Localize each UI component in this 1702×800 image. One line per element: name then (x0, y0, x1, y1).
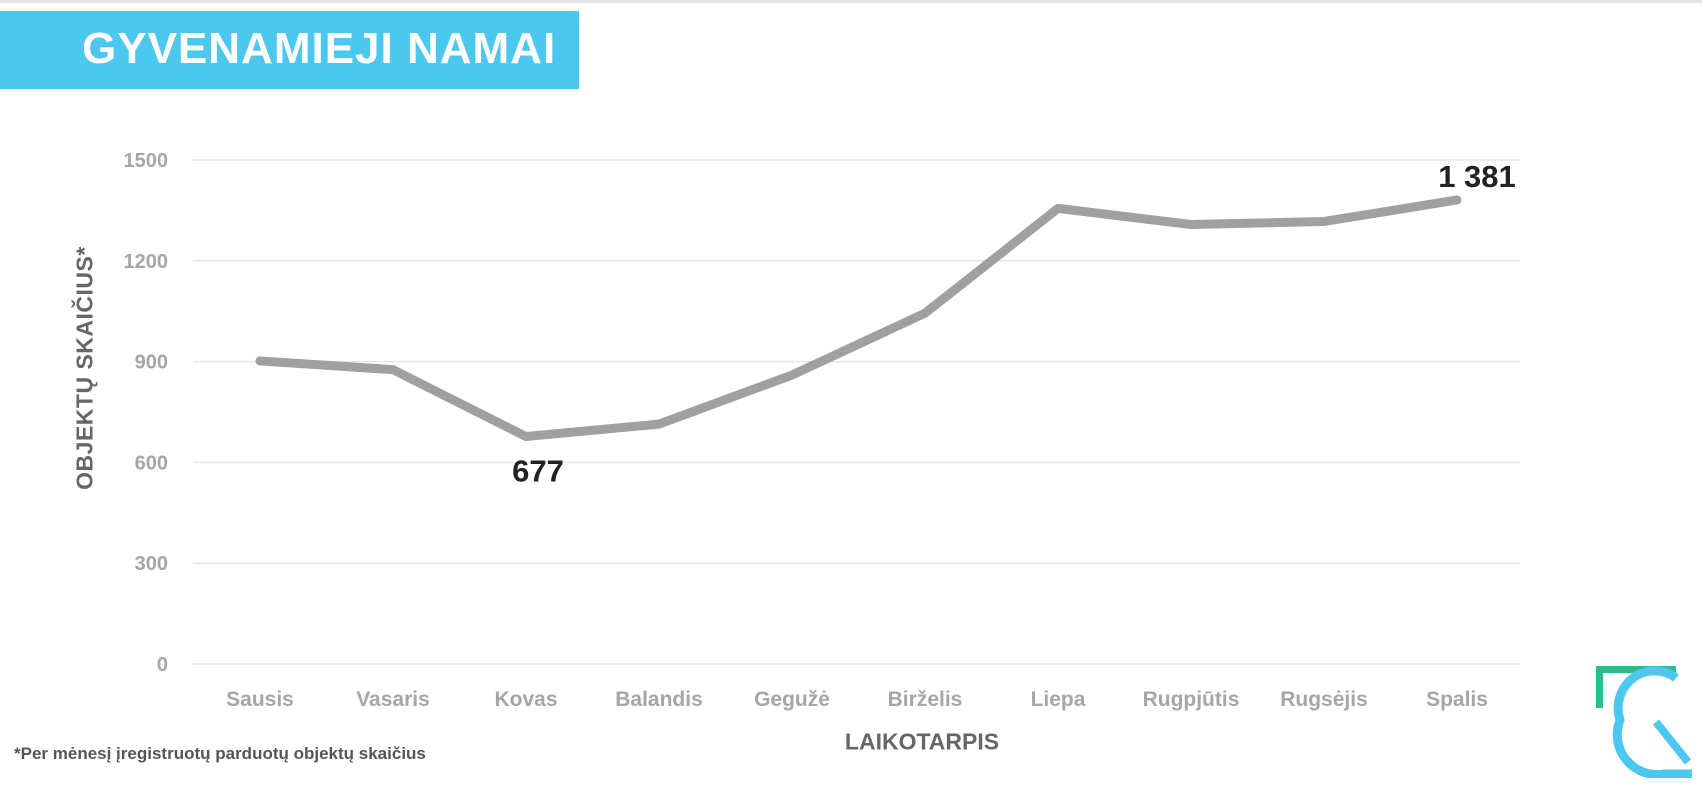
series-line (255, 195, 1462, 442)
y-tick-label: 1500 (124, 150, 169, 172)
x-tick-label: Liepa (1031, 688, 1086, 711)
x-tick-labels: Sausis Vasaris Kovas Balandis Gegužė Birželis… (226, 688, 1488, 711)
x-tick-label: Birželis (888, 688, 963, 711)
y-tick-label: 600 (135, 452, 168, 474)
logo-c-curve (1612, 666, 1692, 778)
top-divider (0, 0, 1702, 3)
x-tick-label: Gegužė (754, 688, 830, 711)
data-point (1322, 219, 1326, 224)
data-point (790, 373, 794, 378)
x-tick-label: Spalis (1426, 688, 1488, 711)
x-tick-label: Sausis (226, 688, 294, 711)
x-tick-label: Vasaris (356, 688, 430, 711)
data-point (657, 422, 661, 427)
x-tick-label: Kovas (494, 688, 557, 711)
x-tick-label: Rugsėjis (1280, 688, 1368, 711)
title-banner: GYVENAMIEJI NAMAI (0, 11, 579, 89)
x-tick-label: Balandis (615, 688, 703, 711)
data-point (524, 434, 528, 439)
data-point (1189, 222, 1193, 227)
logo-top-bar (1596, 666, 1676, 673)
data-label: 677 (512, 454, 564, 489)
y-tick-labels: 0 300 600 900 1200 1500 (124, 150, 169, 676)
y-tick-label: 300 (135, 553, 168, 575)
y-tick-label: 1200 (124, 251, 169, 273)
logo-bar (1596, 666, 1603, 708)
data-annotations: 677 1 381 (512, 159, 1516, 489)
x-axis-label: LAIKOTARPIS (844, 728, 1000, 755)
y-axis-label: OBJEKTŲ SKAIČIUS* (71, 246, 98, 490)
x-tick-label: Rugpjūtis (1143, 688, 1240, 711)
data-point (1455, 197, 1459, 202)
footnote: *Per mėnesį įregistruotų parduotų objekt… (14, 744, 426, 763)
chart-series (255, 195, 1462, 442)
data-point (391, 367, 395, 372)
data-point (1056, 206, 1060, 211)
logo-r-leg (1652, 719, 1692, 765)
y-tick-label: 900 (135, 352, 168, 374)
page-title: GYVENAMIEJI NAMAI (82, 24, 557, 73)
y-tick-label: 0 (157, 654, 168, 676)
data-point (258, 358, 262, 363)
chart-grid (193, 159, 1520, 665)
rc-logo-icon (1596, 666, 1692, 778)
data-label: 1 381 (1438, 159, 1516, 194)
data-point (923, 311, 927, 316)
